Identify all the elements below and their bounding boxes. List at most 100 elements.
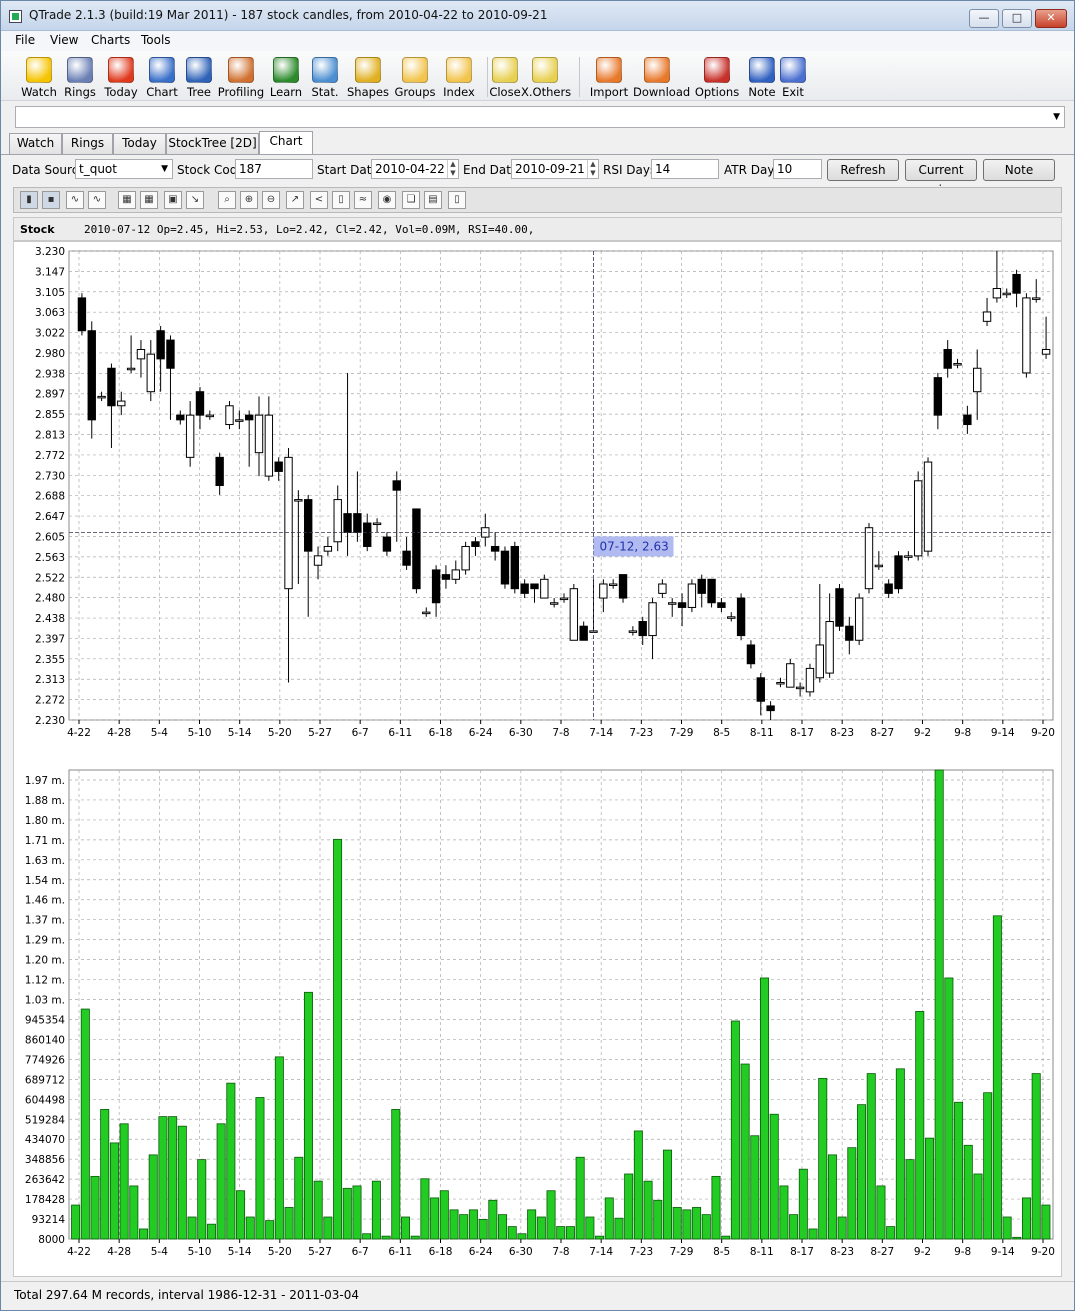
volume-x-tick-label: 7-29 [670,1246,694,1258]
frame-icon[interactable]: ▣ [164,191,182,209]
volume-bar [498,1214,508,1240]
toolbar-groups-button[interactable]: Groups [391,55,439,99]
current-price-button[interactable]: Current price [905,159,977,197]
folder-close-icon [492,57,518,83]
chevron-down-icon: ▼ [1053,112,1060,122]
volume-bar [701,1214,711,1240]
data-source-select[interactable]: t_quot ▼ [75,159,173,179]
price-x-tick-label: 8-11 [750,727,774,739]
volume-bar [342,1187,352,1240]
toolbar-xothers-button[interactable]: X.Others [521,55,571,99]
volume-tick-label: 178428 [25,1194,65,1206]
menu-tools[interactable]: Tools [141,33,171,47]
share-icon[interactable]: < [310,191,328,209]
tab-chart[interactable]: Chart [259,131,313,155]
menu-view[interactable]: View [50,33,79,47]
price-x-tick-label: 6-24 [469,727,493,739]
tab-today[interactable]: Today [113,133,166,154]
trend-icon[interactable]: ↗ [286,191,304,209]
price-tick-label: 2.897 [35,389,65,401]
candles-pair-icon[interactable]: ▯ [448,191,466,209]
candle [382,536,392,552]
toolbar-stat-button[interactable]: Stat. [301,55,349,99]
command-combo[interactable]: ▼ [15,106,1065,128]
curve-view-icon[interactable]: ∿ [88,191,106,209]
price-tick-label: 2.522 [35,572,65,584]
menu-file[interactable]: File [15,33,36,47]
wave-icon[interactable]: ≈ [354,191,372,209]
grid-icon[interactable]: ▦ [118,191,136,209]
close-window-button[interactable]: ✕ [1035,9,1067,28]
toolbar-exit-button[interactable]: Exit [769,55,817,99]
price-tick-label: 2.313 [35,674,65,686]
price-x-tick-label: 5-20 [268,727,292,739]
volume-bar [71,1204,81,1240]
toolbar-today-button[interactable]: Today [97,55,145,99]
volume-x-tick-label: 5-14 [228,1246,252,1258]
candles-icon[interactable]: ▯ [332,191,350,209]
tab-stocktree[interactable]: StockTree [2D] [166,133,259,154]
candle [117,400,126,407]
candle [943,348,952,369]
volume-bar [750,1135,760,1240]
toolbar-rings-button[interactable]: Rings [56,55,104,99]
toolbar-profiling-button[interactable]: Profiling [217,55,265,99]
menu-charts[interactable]: Charts [91,33,131,47]
candle [136,348,146,360]
spin-icon[interactable]: ▲ ▼ [447,160,458,178]
zoom-in-icon[interactable]: ⊕ [240,191,258,209]
toolbar-close-button[interactable]: Close [481,55,529,99]
candle [166,339,175,369]
volume-bar [779,1185,789,1240]
price-x-tick-label: 5-27 [308,727,332,739]
toolbar-tree-button[interactable]: Tree [175,55,223,99]
data-source-label: Data Source [12,163,86,177]
tab-watch[interactable]: Watch [9,133,62,154]
note-button[interactable]: Note [983,159,1055,181]
zoom-out-icon[interactable]: ⊖ [262,191,280,209]
chart-canvas[interactable]: 3.230 3.147 3.105 3.063 3.022 2.980 2.938 2.897… [14,242,1063,1278]
folder-icon [402,57,428,83]
toolbar-watch-button[interactable]: Watch [15,55,63,99]
toolbar-learn-button[interactable]: Learn [262,55,310,99]
start-date-label: Start Date [317,163,379,177]
candle [825,621,834,674]
spin-icon[interactable]: ▲ ▼ [587,160,598,178]
minimize-button[interactable]: — [969,9,999,28]
line-view-icon[interactable]: ∿ [66,191,84,209]
toolbar-download-button[interactable]: Download [633,55,690,99]
chart-panel[interactable]: 3.230 3.147 3.105 3.063 3.022 2.980 2.938 2.897… [13,241,1062,1277]
maximize-button[interactable]: □ [1002,9,1032,28]
volume-bar [915,1011,925,1240]
end-date-input[interactable]: 2010-09-21 ▲ ▼ [511,159,599,179]
toolbar-options-button[interactable]: Options [693,55,741,99]
price-tick-label: 2.647 [35,511,65,523]
toolbar-shapes-button[interactable]: Shapes [344,55,392,99]
zoom-icon[interactable]: ⌕ [218,191,236,209]
candle-view-icon[interactable]: ▮ [20,191,38,209]
volume-bar [439,1190,449,1240]
toolbar-note-button[interactable]: Note [738,55,786,99]
table-icon[interactable]: ▤ [424,191,442,209]
tab-rings[interactable]: Rings [62,133,113,154]
volume-bar [1021,1197,1031,1240]
volume-bar [333,838,343,1240]
volume-x-tick-label: 6-11 [388,1246,412,1258]
stock-code-input[interactable]: 187 [235,159,313,179]
volume-bar [216,1123,226,1240]
atr-days-input[interactable]: 10 [773,159,822,179]
candle [412,508,421,590]
select-icon[interactable]: ↘ [186,191,204,209]
toolbar-chart-button[interactable]: Chart [138,55,186,99]
bar-view-icon[interactable]: ▪ [42,191,60,209]
toolbar-index-button[interactable]: Index [435,55,483,99]
candle [195,391,205,416]
target-icon[interactable]: ◉ [378,191,396,209]
refresh-button[interactable]: Refresh [827,159,899,181]
toolbar-import-button[interactable]: Import [585,55,633,99]
grid-dense-icon[interactable]: ▦ [140,191,158,209]
layers-icon[interactable]: ❏ [402,191,420,209]
candle [687,583,697,608]
rsi-days-input[interactable]: 14 [651,159,719,179]
start-date-input[interactable]: 2010-04-22 ▲ ▼ [371,159,459,179]
